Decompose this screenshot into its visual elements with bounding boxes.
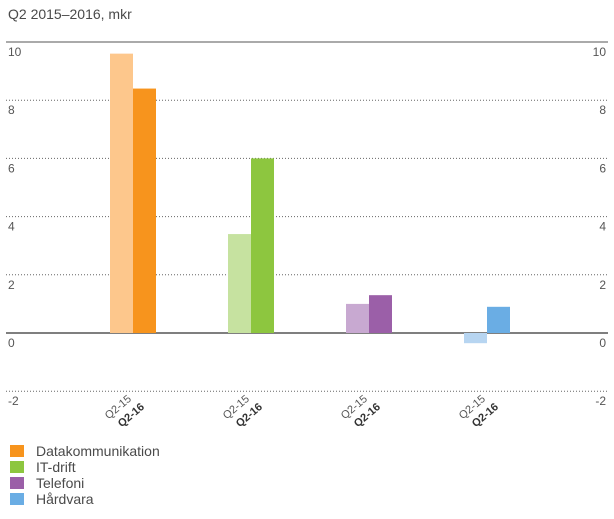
legend-label: Telefoni (36, 475, 85, 491)
y-tick-label-right: 8 (599, 103, 606, 117)
y-tick-label-right: 4 (599, 220, 606, 234)
bar-telefoni-q2-16 (369, 295, 392, 333)
legend-swatch (10, 477, 24, 489)
bar-it-drift-q2-16 (251, 158, 274, 333)
legend-item: IT-drift (10, 459, 160, 475)
y-tick-label-right: -2 (595, 394, 606, 408)
y-tick-label-left: -2 (8, 394, 19, 408)
legend-label: Hårdvara (36, 491, 94, 507)
y-tick-label-right: 0 (599, 336, 606, 350)
legend-swatch (10, 461, 24, 473)
y-tick-label-right: 2 (599, 278, 606, 292)
y-tick-label-left: 0 (8, 336, 15, 350)
legend-swatch (10, 493, 24, 505)
legend: Datakommunikation IT-drift Telefoni Hårdvar… (10, 443, 160, 507)
y-tick-label-left: 4 (8, 220, 15, 234)
bar-it-drift-q2-15 (228, 234, 251, 333)
chart-title: Q2 2015–2016, mkr (8, 6, 132, 22)
bar-hårdvara-q2-16 (487, 306, 510, 333)
bar-telefoni-q2-15 (346, 303, 369, 333)
legend-item: Hårdvara (10, 491, 160, 507)
bar-datakommunikation-q2-16 (133, 88, 156, 333)
legend-swatch (10, 445, 24, 457)
legend-label: Datakommunikation (36, 443, 160, 459)
legend-item: Datakommunikation (10, 443, 160, 459)
bar-datakommunikation-q2-15 (110, 53, 133, 333)
y-tick-label-left: 2 (8, 278, 15, 292)
y-tick-label-left: 8 (8, 103, 15, 117)
y-tick-label-right: 6 (599, 161, 606, 175)
y-tick-label-right: 10 (593, 45, 607, 59)
y-tick-label-left: 10 (8, 45, 22, 59)
legend-item: Telefoni (10, 475, 160, 491)
legend-label: IT-drift (36, 459, 76, 475)
y-tick-label-left: 6 (8, 161, 15, 175)
bar-hårdvara-q2-15 (464, 333, 487, 344)
